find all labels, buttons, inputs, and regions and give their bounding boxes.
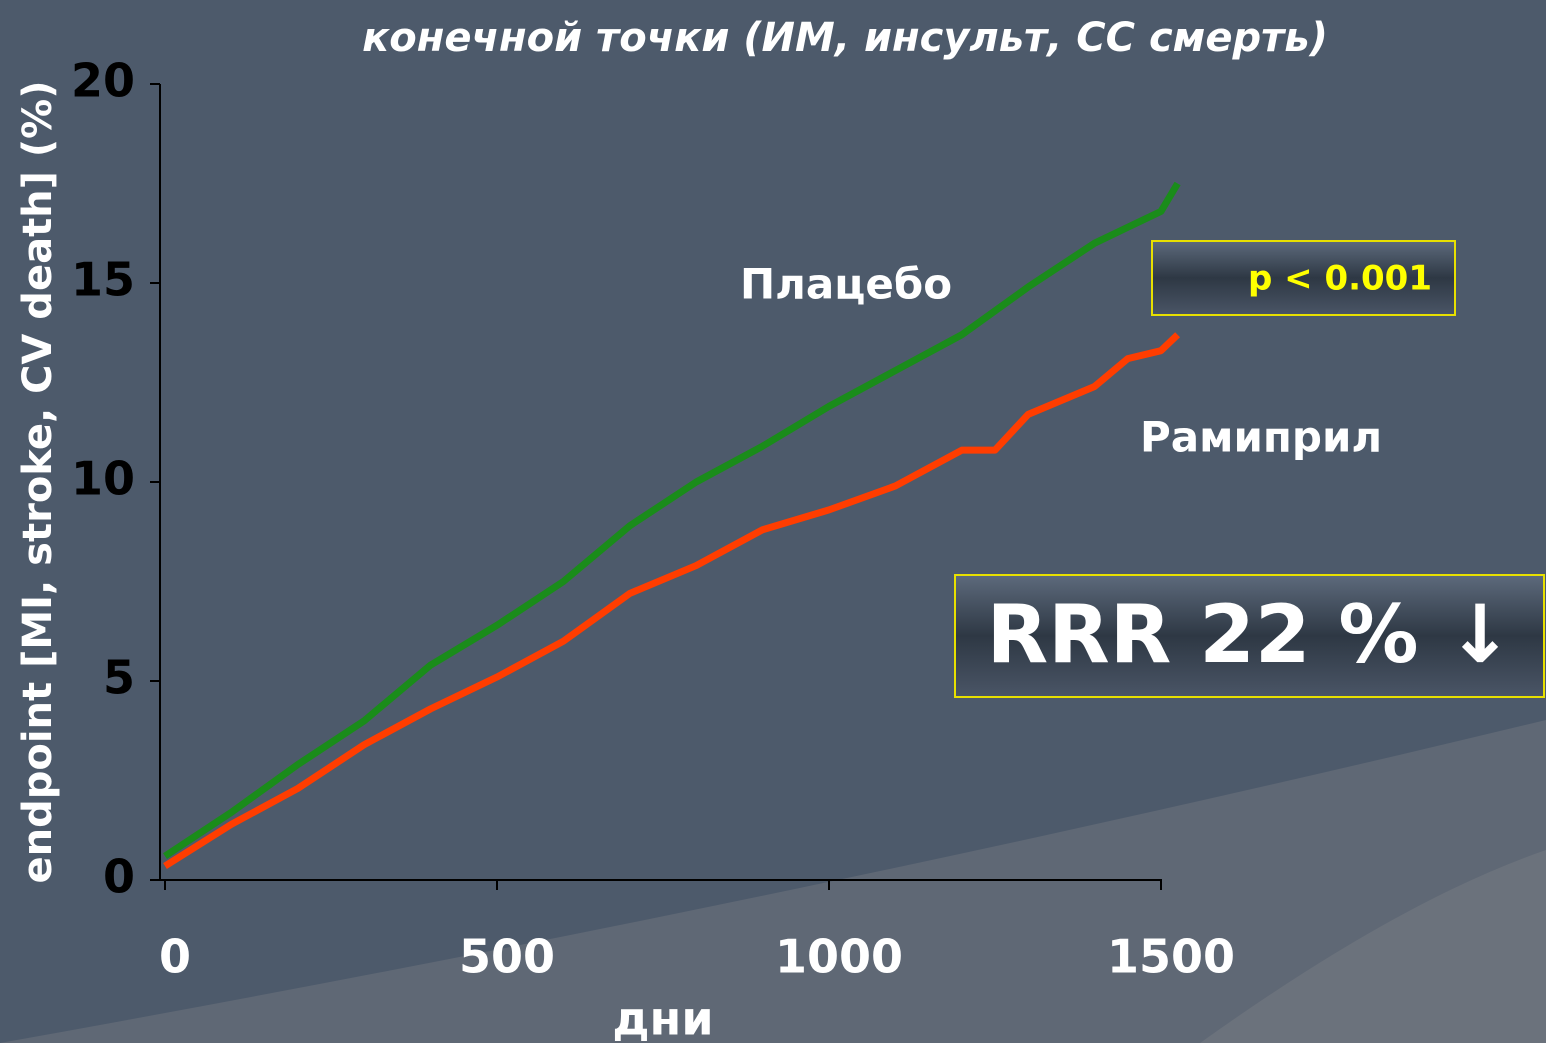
chart-title: конечной точки (ИМ, инсульт, СС смерть) [362, 15, 1328, 61]
y-tick-label: 10 [71, 452, 135, 506]
series-line [163, 332, 1181, 870]
p-value: p < 0.001 [1248, 259, 1432, 299]
background-arc [1200, 850, 1546, 1043]
x-tick-label: 500 [459, 930, 555, 984]
p-value-box [1151, 240, 1456, 316]
x-tick-label: 1500 [1107, 930, 1235, 984]
x-tick-label: 1000 [775, 930, 903, 984]
y-tick-label: 20 [71, 54, 135, 108]
rrr: RRR 22 % ↓ [987, 588, 1514, 681]
series-label: Рамиприл [1140, 413, 1382, 462]
series-label: Плацебо [740, 260, 952, 309]
rrr-box [954, 574, 1545, 698]
series-line [163, 181, 1181, 860]
y-tick-label: 0 [103, 850, 135, 904]
y-axis-label: endpoint [MI, stroke, CV death] (%) [15, 80, 61, 883]
y-tick-label: 15 [71, 253, 135, 307]
x-axis-label: дни [612, 992, 713, 1043]
y-tick-label: 5 [103, 651, 135, 705]
x-tick-label: 0 [159, 930, 191, 984]
background-arc [0, 720, 1546, 1043]
